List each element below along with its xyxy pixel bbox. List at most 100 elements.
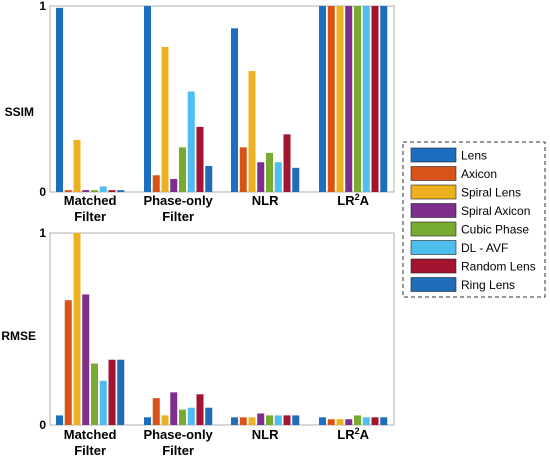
bar-spiral-axicon-2 — [257, 162, 265, 192]
bar-axicon-3 — [327, 6, 335, 192]
bar-cubic-phase-3 — [354, 6, 361, 192]
bar-dl-avf-2 — [274, 162, 282, 192]
category-label: NLR — [252, 193, 279, 208]
bar-cubic-phase-2 — [266, 152, 273, 192]
bar-ring-lens-0 — [117, 359, 125, 425]
bar-spiral-axicon-1 — [170, 392, 178, 425]
bar-spiral-lens-0 — [73, 233, 81, 425]
bar-lens-0 — [56, 7, 63, 192]
category-label: Filter — [162, 209, 194, 224]
legend-entry: Axicon — [461, 167, 497, 181]
bar-spiral-axicon-1 — [170, 178, 178, 192]
category-label: Matched — [64, 193, 117, 208]
bar-axicon-1 — [152, 175, 160, 192]
legend-box — [402, 141, 546, 298]
bar-spiral-lens-1 — [161, 415, 169, 425]
bar-cubic-phase-1 — [179, 409, 186, 425]
bar-spiral-lens-0 — [73, 139, 81, 192]
bar-lens-1 — [144, 6, 151, 192]
bar-dl-avf-3 — [362, 6, 370, 192]
bar-cubic-phase-0 — [91, 190, 98, 192]
category-label: Phase-only — [143, 193, 213, 208]
bar-random-lens-2 — [283, 415, 291, 425]
bar-lens-3 — [319, 417, 326, 425]
y-tick-label: 1 — [39, 226, 46, 240]
bar-random-lens-3 — [371, 417, 379, 425]
bar-random-lens-0 — [108, 359, 116, 425]
bar-random-lens-1 — [196, 126, 204, 192]
bar-random-lens-0 — [108, 190, 116, 192]
bar-ring-lens-3 — [380, 417, 388, 425]
bar-dl-avf-1 — [187, 407, 195, 425]
bar-spiral-lens-3 — [336, 419, 344, 425]
bar-spiral-lens-3 — [336, 6, 344, 192]
y-tick-label: 0 — [39, 185, 46, 199]
bar-axicon-0 — [64, 300, 72, 425]
bar-dl-avf-2 — [274, 415, 282, 425]
bar-spiral-axicon-3 — [345, 6, 353, 192]
bar-axicon-2 — [239, 417, 247, 425]
bar-dl-avf-0 — [99, 186, 107, 192]
bar-spiral-axicon-0 — [82, 294, 90, 425]
legend-entry: Lens — [461, 149, 487, 163]
legend-swatch — [410, 147, 457, 163]
legend-entry: Cubic Phase — [461, 223, 529, 237]
category-label: Filter — [74, 209, 106, 224]
category-label: LR2A — [337, 426, 369, 442]
bar-random-lens-3 — [371, 6, 379, 192]
legend-swatch — [410, 166, 457, 181]
category-label: Phase-only — [143, 427, 213, 442]
y-axis-label: SSIM — [5, 105, 34, 119]
bar-ring-lens-0 — [117, 190, 125, 192]
legend-entry: Random Lens — [461, 260, 536, 274]
bar-spiral-axicon-0 — [82, 190, 90, 192]
bar-cubic-phase-3 — [354, 415, 361, 425]
bar-spiral-lens-1 — [161, 46, 169, 192]
y-tick-label: 0 — [39, 418, 46, 432]
legend-entry: Spiral Lens — [461, 186, 521, 200]
bar-lens-1 — [144, 417, 151, 425]
bar-lens-3 — [319, 6, 326, 192]
bar-cubic-phase-2 — [266, 415, 273, 425]
bar-lens-0 — [56, 415, 63, 425]
legend-swatch — [410, 277, 457, 292]
y-axis-label: RMSE — [1, 329, 36, 343]
bar-spiral-axicon-3 — [345, 419, 353, 425]
bar-ring-lens-3 — [380, 6, 388, 192]
bar-spiral-lens-2 — [248, 71, 256, 192]
y-tick-label: 1 — [39, 0, 46, 13]
bar-ring-lens-1 — [205, 165, 213, 192]
bar-axicon-1 — [152, 398, 160, 425]
bar-cubic-phase-1 — [179, 147, 186, 192]
bar-lens-2 — [231, 28, 238, 192]
bar-random-lens-2 — [283, 134, 291, 192]
bar-dl-avf-0 — [99, 380, 107, 425]
bar-dl-avf-1 — [187, 91, 195, 192]
bar-lens-2 — [231, 417, 238, 425]
legend-swatch — [410, 184, 457, 200]
bar-dl-avf-3 — [362, 417, 370, 425]
bar-axicon-3 — [327, 419, 335, 425]
bar-axicon-2 — [239, 147, 247, 192]
bar-random-lens-1 — [196, 394, 204, 425]
plot-area — [49, 232, 395, 426]
legend-swatch — [410, 221, 457, 237]
legend-entry: Spiral Axicon — [461, 204, 530, 218]
bar-ring-lens-2 — [292, 167, 300, 192]
category-label: Matched — [64, 427, 117, 442]
legend-swatch — [410, 203, 457, 218]
legend: Lens Axicon Spiral Lens Spiral Axicon Cubic … — [402, 141, 546, 298]
category-label: LR2A — [337, 192, 369, 208]
category-label: Filter — [162, 443, 194, 458]
bar-axicon-0 — [64, 190, 72, 192]
bar-ring-lens-2 — [292, 415, 300, 425]
legend-swatch — [410, 258, 457, 274]
legend-entry: Ring Lens — [461, 278, 515, 292]
bar-spiral-lens-2 — [248, 417, 256, 425]
bar-cubic-phase-0 — [91, 363, 98, 425]
bar-spiral-axicon-2 — [257, 413, 265, 425]
bar-ring-lens-1 — [205, 407, 213, 425]
category-label: Filter — [74, 443, 106, 458]
